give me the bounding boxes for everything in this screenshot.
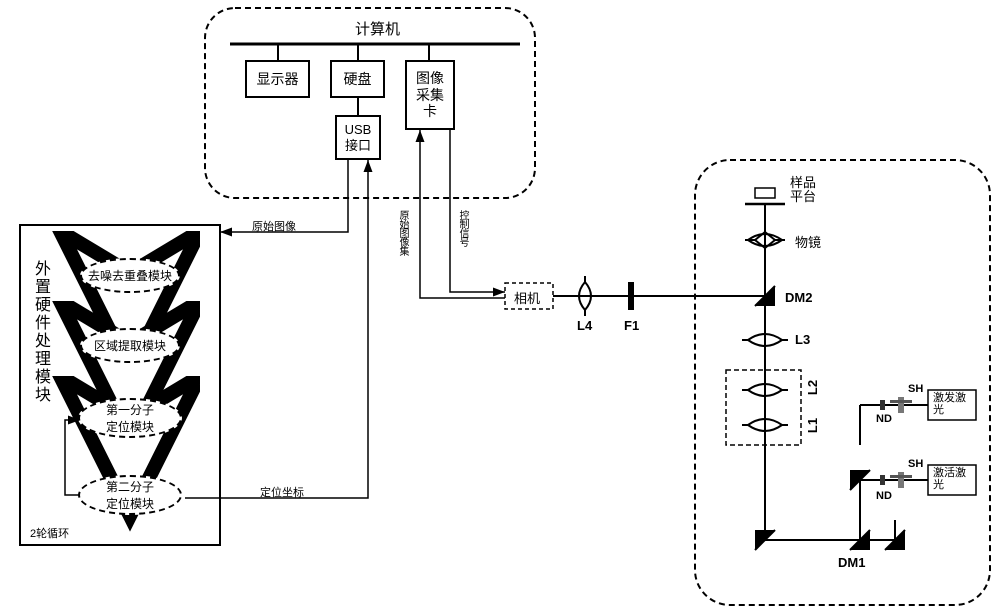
region-module: 区域提取模块	[80, 328, 180, 363]
camera-label: 相机	[514, 288, 540, 307]
denoise-module: 去噪去重叠模块	[80, 258, 180, 293]
nd2-label: ND	[876, 490, 892, 502]
coords-label: 定位坐标	[260, 484, 304, 500]
l3-label: L3	[795, 332, 810, 347]
act-laser-label: 激活激 光	[933, 467, 966, 491]
monitor-box: 显示器	[245, 60, 310, 98]
f1-label: F1	[624, 318, 639, 333]
loop-label: 2轮循环	[30, 525, 69, 541]
framegrabber-box: 图像 采集 卡	[405, 60, 455, 130]
computer-title: 计算机	[355, 18, 400, 39]
diagram-canvas	[0, 0, 1000, 609]
hwmodule-title: 外置硬件处理模块	[28, 260, 52, 404]
l2-label: L2	[805, 380, 820, 395]
l1-label: L1	[805, 418, 820, 433]
raw-stream-label: 原始图像集	[395, 210, 410, 255]
sh1-label: SH	[908, 383, 923, 395]
hdd-box: 硬盘	[330, 60, 385, 98]
exc-laser-label: 激发激 光	[933, 392, 966, 416]
control-label: 控制信号	[455, 210, 470, 246]
objective-label: 物镜	[795, 232, 821, 251]
microscope-container	[695, 160, 990, 605]
loc2-module: 第二分子 定位模块	[78, 475, 182, 515]
stage-label: 样品 平台	[790, 176, 816, 205]
dm2-label: DM2	[785, 290, 812, 305]
nd1-label: ND	[876, 413, 892, 425]
l4-label: L4	[577, 318, 592, 333]
usb-box: USB 接口	[335, 115, 381, 160]
loc1-module: 第一分子 定位模块	[78, 398, 182, 438]
sh2-label: SH	[908, 458, 923, 470]
raw-image-label: 原始图像	[252, 218, 296, 234]
dm1-label: DM1	[838, 555, 865, 570]
